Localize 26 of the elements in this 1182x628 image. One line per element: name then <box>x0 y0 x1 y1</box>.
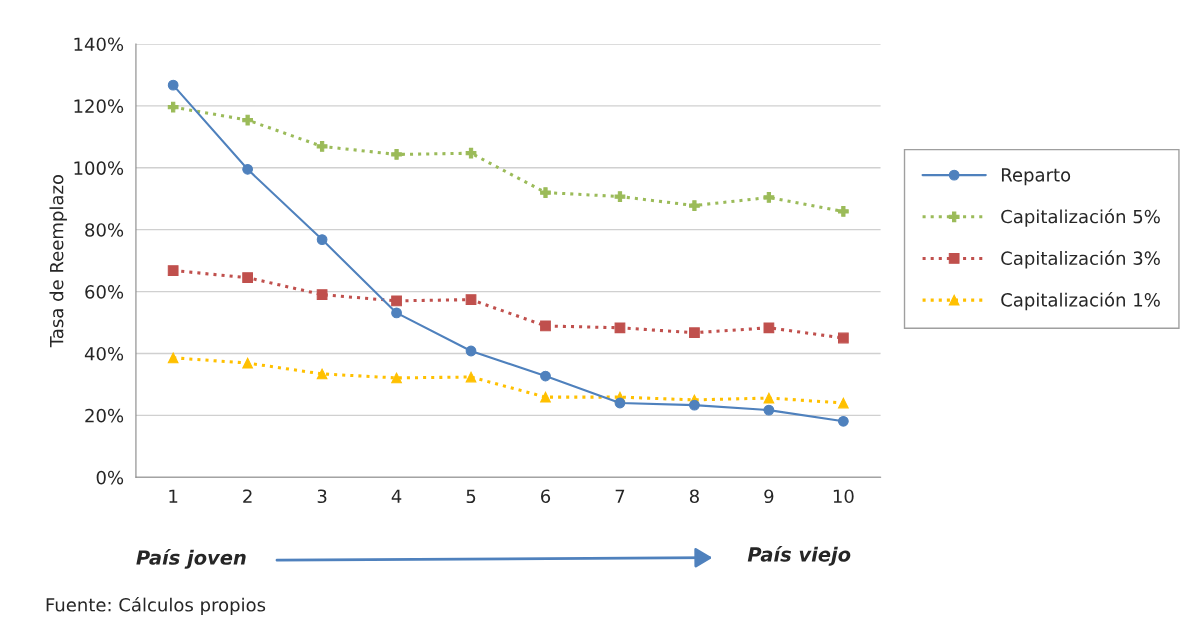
y-tick-label: 60% <box>85 285 124 299</box>
x-tick-label: 2 <box>243 489 252 503</box>
y-tick-label: 100% <box>74 161 124 175</box>
x-tick-label: 10 <box>833 489 854 504</box>
y-tick-label: 20% <box>85 408 124 423</box>
legend-label: Capitalización 1% <box>1001 292 1160 311</box>
x-tick-label: 7 <box>615 489 625 503</box>
text: País viejo <box>747 545 851 566</box>
x-tick-label: 3 <box>317 489 327 504</box>
x-tick-label: 6 <box>541 489 551 504</box>
y-tick-label: 120% <box>74 99 124 113</box>
x-tick-label: 1 <box>169 489 178 503</box>
x-tick-label: 5 <box>466 489 476 504</box>
y-tick-label: 40% <box>84 346 124 361</box>
legend-label: Capitalización 3% <box>1001 250 1160 269</box>
x-tick-label: 8 <box>689 489 699 504</box>
y-tick-label: 80% <box>85 223 124 237</box>
y-axis-title: Tasa de Reemplazo <box>49 174 67 348</box>
legend-label: Reparto <box>1001 168 1071 186</box>
source-note: Fuente: Cálculos propios <box>46 596 266 616</box>
x-tick-label: 4 <box>391 489 402 503</box>
y-tick-label: 0% <box>96 470 124 485</box>
legend-label: Capitalización 5% <box>1001 208 1160 227</box>
x-tick-label: 9 <box>764 489 774 504</box>
text: País joven <box>136 549 246 569</box>
y-tick-label: 140% <box>74 37 124 52</box>
